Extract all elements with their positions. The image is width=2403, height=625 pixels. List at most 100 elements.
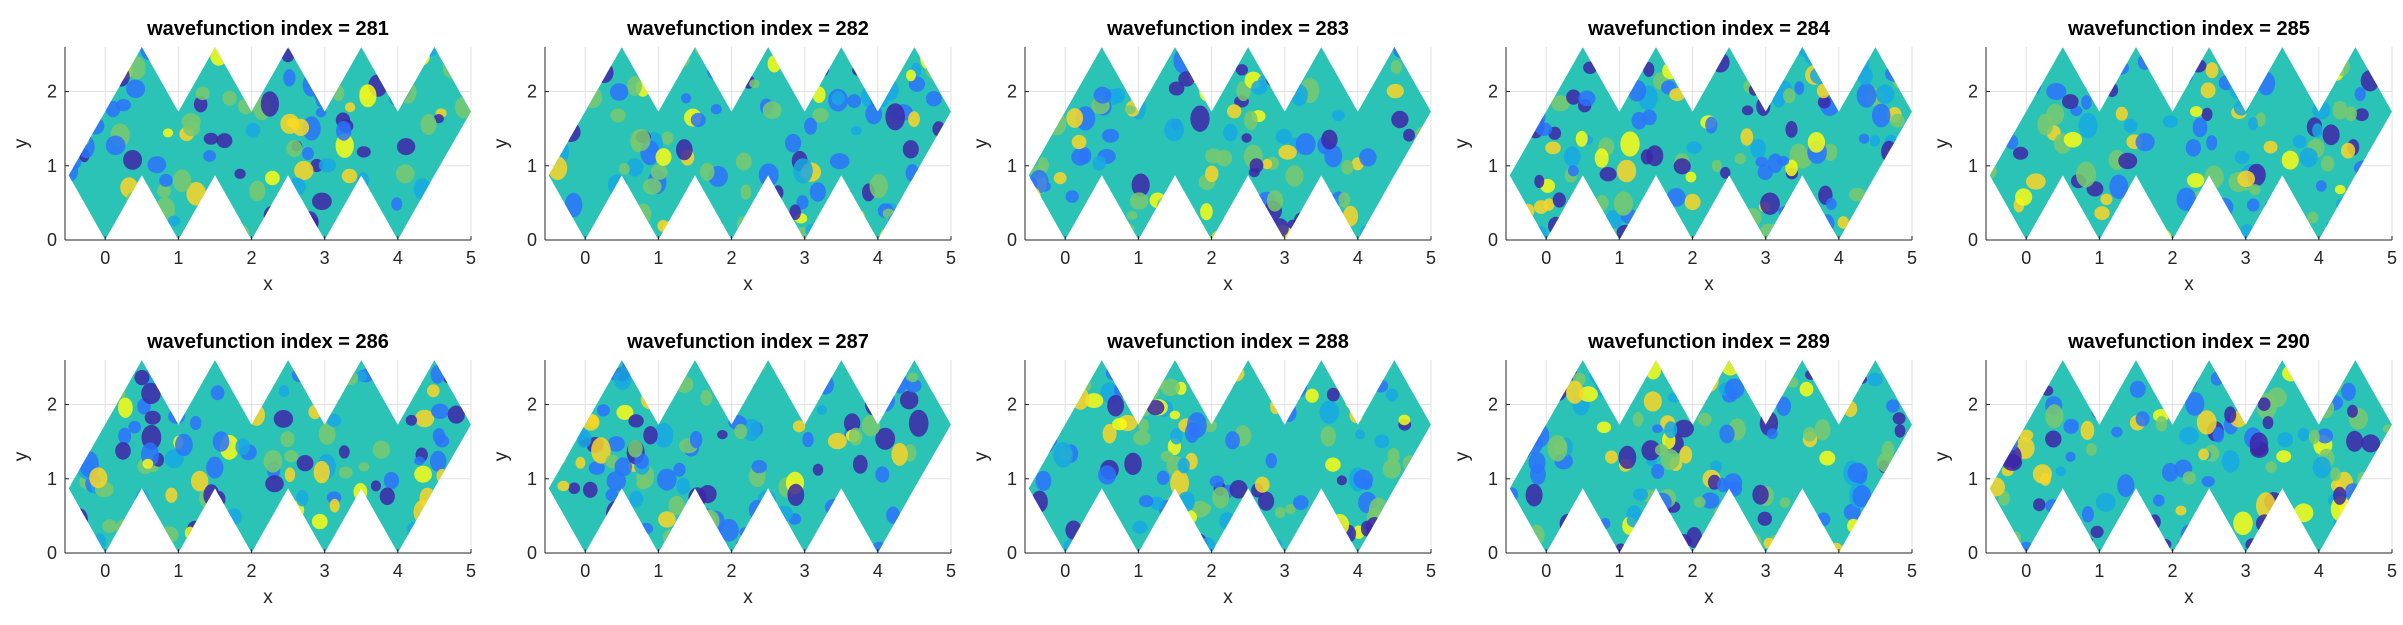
density-blob [642, 178, 662, 195]
density-blob [809, 182, 826, 202]
density-blob [2192, 117, 2208, 138]
y-axis-label: y [491, 138, 512, 148]
density-blob [315, 91, 331, 109]
density-blob [431, 403, 449, 419]
x-tick-label: 4 [1834, 561, 1844, 581]
density-blob [1038, 87, 1055, 105]
density-blob [1265, 538, 1278, 549]
density-blob [1861, 222, 1879, 238]
density-blob [458, 128, 469, 141]
density-blob [68, 134, 84, 156]
density-blob [1320, 425, 1336, 447]
density-blob [313, 460, 330, 484]
density-blob [2257, 397, 2271, 412]
density-blob [186, 182, 206, 206]
density-blob [736, 375, 750, 389]
density-blob [2180, 523, 2201, 547]
x-tick-label: 1 [173, 561, 183, 581]
density-blob [2333, 486, 2347, 505]
density-blob [1717, 193, 1738, 220]
density-blob [2115, 106, 2128, 121]
density-blob [412, 47, 431, 66]
density-blob [2344, 106, 2357, 122]
density-blob [583, 481, 598, 498]
density-blob [776, 360, 792, 368]
density-blob [1102, 423, 1117, 444]
density-blob [917, 533, 931, 544]
density-blob [391, 197, 403, 211]
density-blob [694, 47, 714, 57]
x-tick-label: 0 [100, 561, 110, 581]
density-blob [1998, 490, 2011, 506]
density-blob [1276, 360, 1291, 377]
density-blob [1063, 539, 1081, 553]
x-axis-label: x [1704, 587, 1714, 608]
density-blob [70, 72, 83, 90]
density-blob [1743, 208, 1762, 228]
density-blob [453, 59, 466, 74]
density-blob [2015, 188, 2033, 206]
density-blob [847, 94, 861, 109]
density-blob [1331, 109, 1345, 122]
density-blob [1548, 216, 1564, 235]
density-blob [1415, 60, 1431, 80]
density-blob [229, 228, 249, 240]
density-blob [2034, 218, 2054, 237]
density-blob [829, 153, 850, 170]
density-blob [941, 68, 951, 81]
density-blob [2276, 450, 2292, 463]
density-blob [2058, 538, 2069, 550]
density-blob [1325, 457, 1341, 472]
density-blob [318, 423, 336, 445]
density-blob [613, 367, 632, 391]
density-blob [1401, 215, 1419, 238]
density-blob [1861, 513, 1877, 532]
density-blob [1608, 70, 1627, 94]
x-tick-label: 2 [727, 561, 737, 581]
density-blob [759, 193, 772, 208]
density-blob [657, 468, 677, 491]
density-blob [2204, 165, 2224, 189]
density-blob [1547, 435, 1568, 462]
density-blob [1362, 232, 1375, 240]
density-blob [1794, 81, 1805, 95]
density-blob [1641, 440, 1661, 461]
x-tick-label: 1 [1614, 248, 1624, 268]
density-blob [405, 414, 418, 426]
density-blob [548, 388, 563, 411]
density-blob [2109, 47, 2126, 66]
density-blob [1819, 450, 1836, 466]
density-blob [1595, 195, 1609, 211]
density-blob [1620, 131, 1640, 157]
density-blob [2064, 224, 2078, 237]
x-tick-label: 2 [1207, 248, 1217, 268]
density-blob [1262, 158, 1273, 170]
density-blob [2178, 66, 2193, 84]
density-blob [115, 99, 131, 112]
density-blob [1885, 66, 1904, 82]
density-blob [2221, 450, 2240, 473]
density-blob [210, 47, 228, 66]
x-axis-label: x [2184, 587, 2194, 608]
density-blob [1199, 83, 1219, 103]
density-blob [740, 184, 752, 200]
density-blob [2229, 81, 2246, 99]
density-blob [1403, 128, 1415, 142]
y-tick-label: 0 [1007, 230, 1017, 250]
density-blob [2081, 95, 2092, 110]
density-blob [388, 91, 401, 106]
density-blob [710, 104, 722, 115]
density-blob [359, 84, 377, 108]
density-blob [1254, 476, 1270, 493]
density-blob [2316, 428, 2333, 444]
density-blob [1535, 122, 1552, 136]
density-blob [183, 120, 201, 137]
density-blob [575, 456, 586, 469]
x-tick-label: 2 [247, 561, 257, 581]
density-blob [1566, 380, 1584, 404]
density-blob [123, 150, 143, 170]
density-blob [1220, 57, 1231, 68]
density-blob [1399, 170, 1415, 185]
density-blob [1530, 463, 1546, 485]
density-blob [926, 544, 940, 553]
